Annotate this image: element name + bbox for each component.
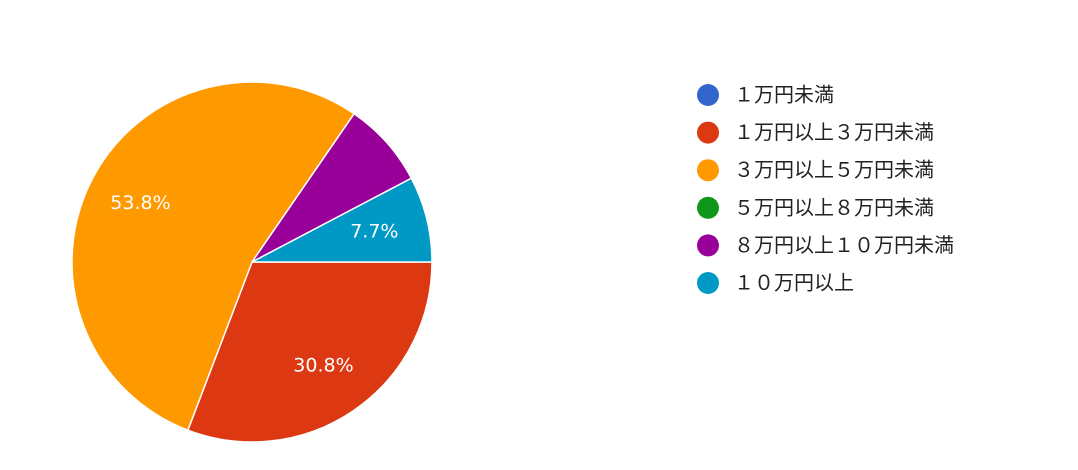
legend-marker xyxy=(697,84,719,106)
slice-label: 7.7% xyxy=(350,220,398,242)
pie-slice xyxy=(71,81,356,432)
legend-marker xyxy=(697,272,719,294)
legend-marker xyxy=(697,121,719,144)
pie-slice xyxy=(186,261,433,443)
legend-marker xyxy=(697,196,719,219)
legend-label: ８万円以上１０万円未満 xyxy=(734,233,954,257)
legend-label: １０万円以上 xyxy=(734,271,854,295)
legend-label: ５万円以上８万円未満 xyxy=(734,195,934,219)
legend-label: ３万円以上５万円未満 xyxy=(734,158,934,182)
pie-slice xyxy=(251,177,433,263)
slice-label: 53.8% xyxy=(110,192,170,214)
legend-marker xyxy=(697,234,719,257)
legend-label: １万円未満 xyxy=(734,83,834,107)
legend-label: １万円以上３万円未満 xyxy=(734,120,934,144)
legend-marker xyxy=(697,159,719,182)
slice-label: 30.8% xyxy=(293,354,353,376)
